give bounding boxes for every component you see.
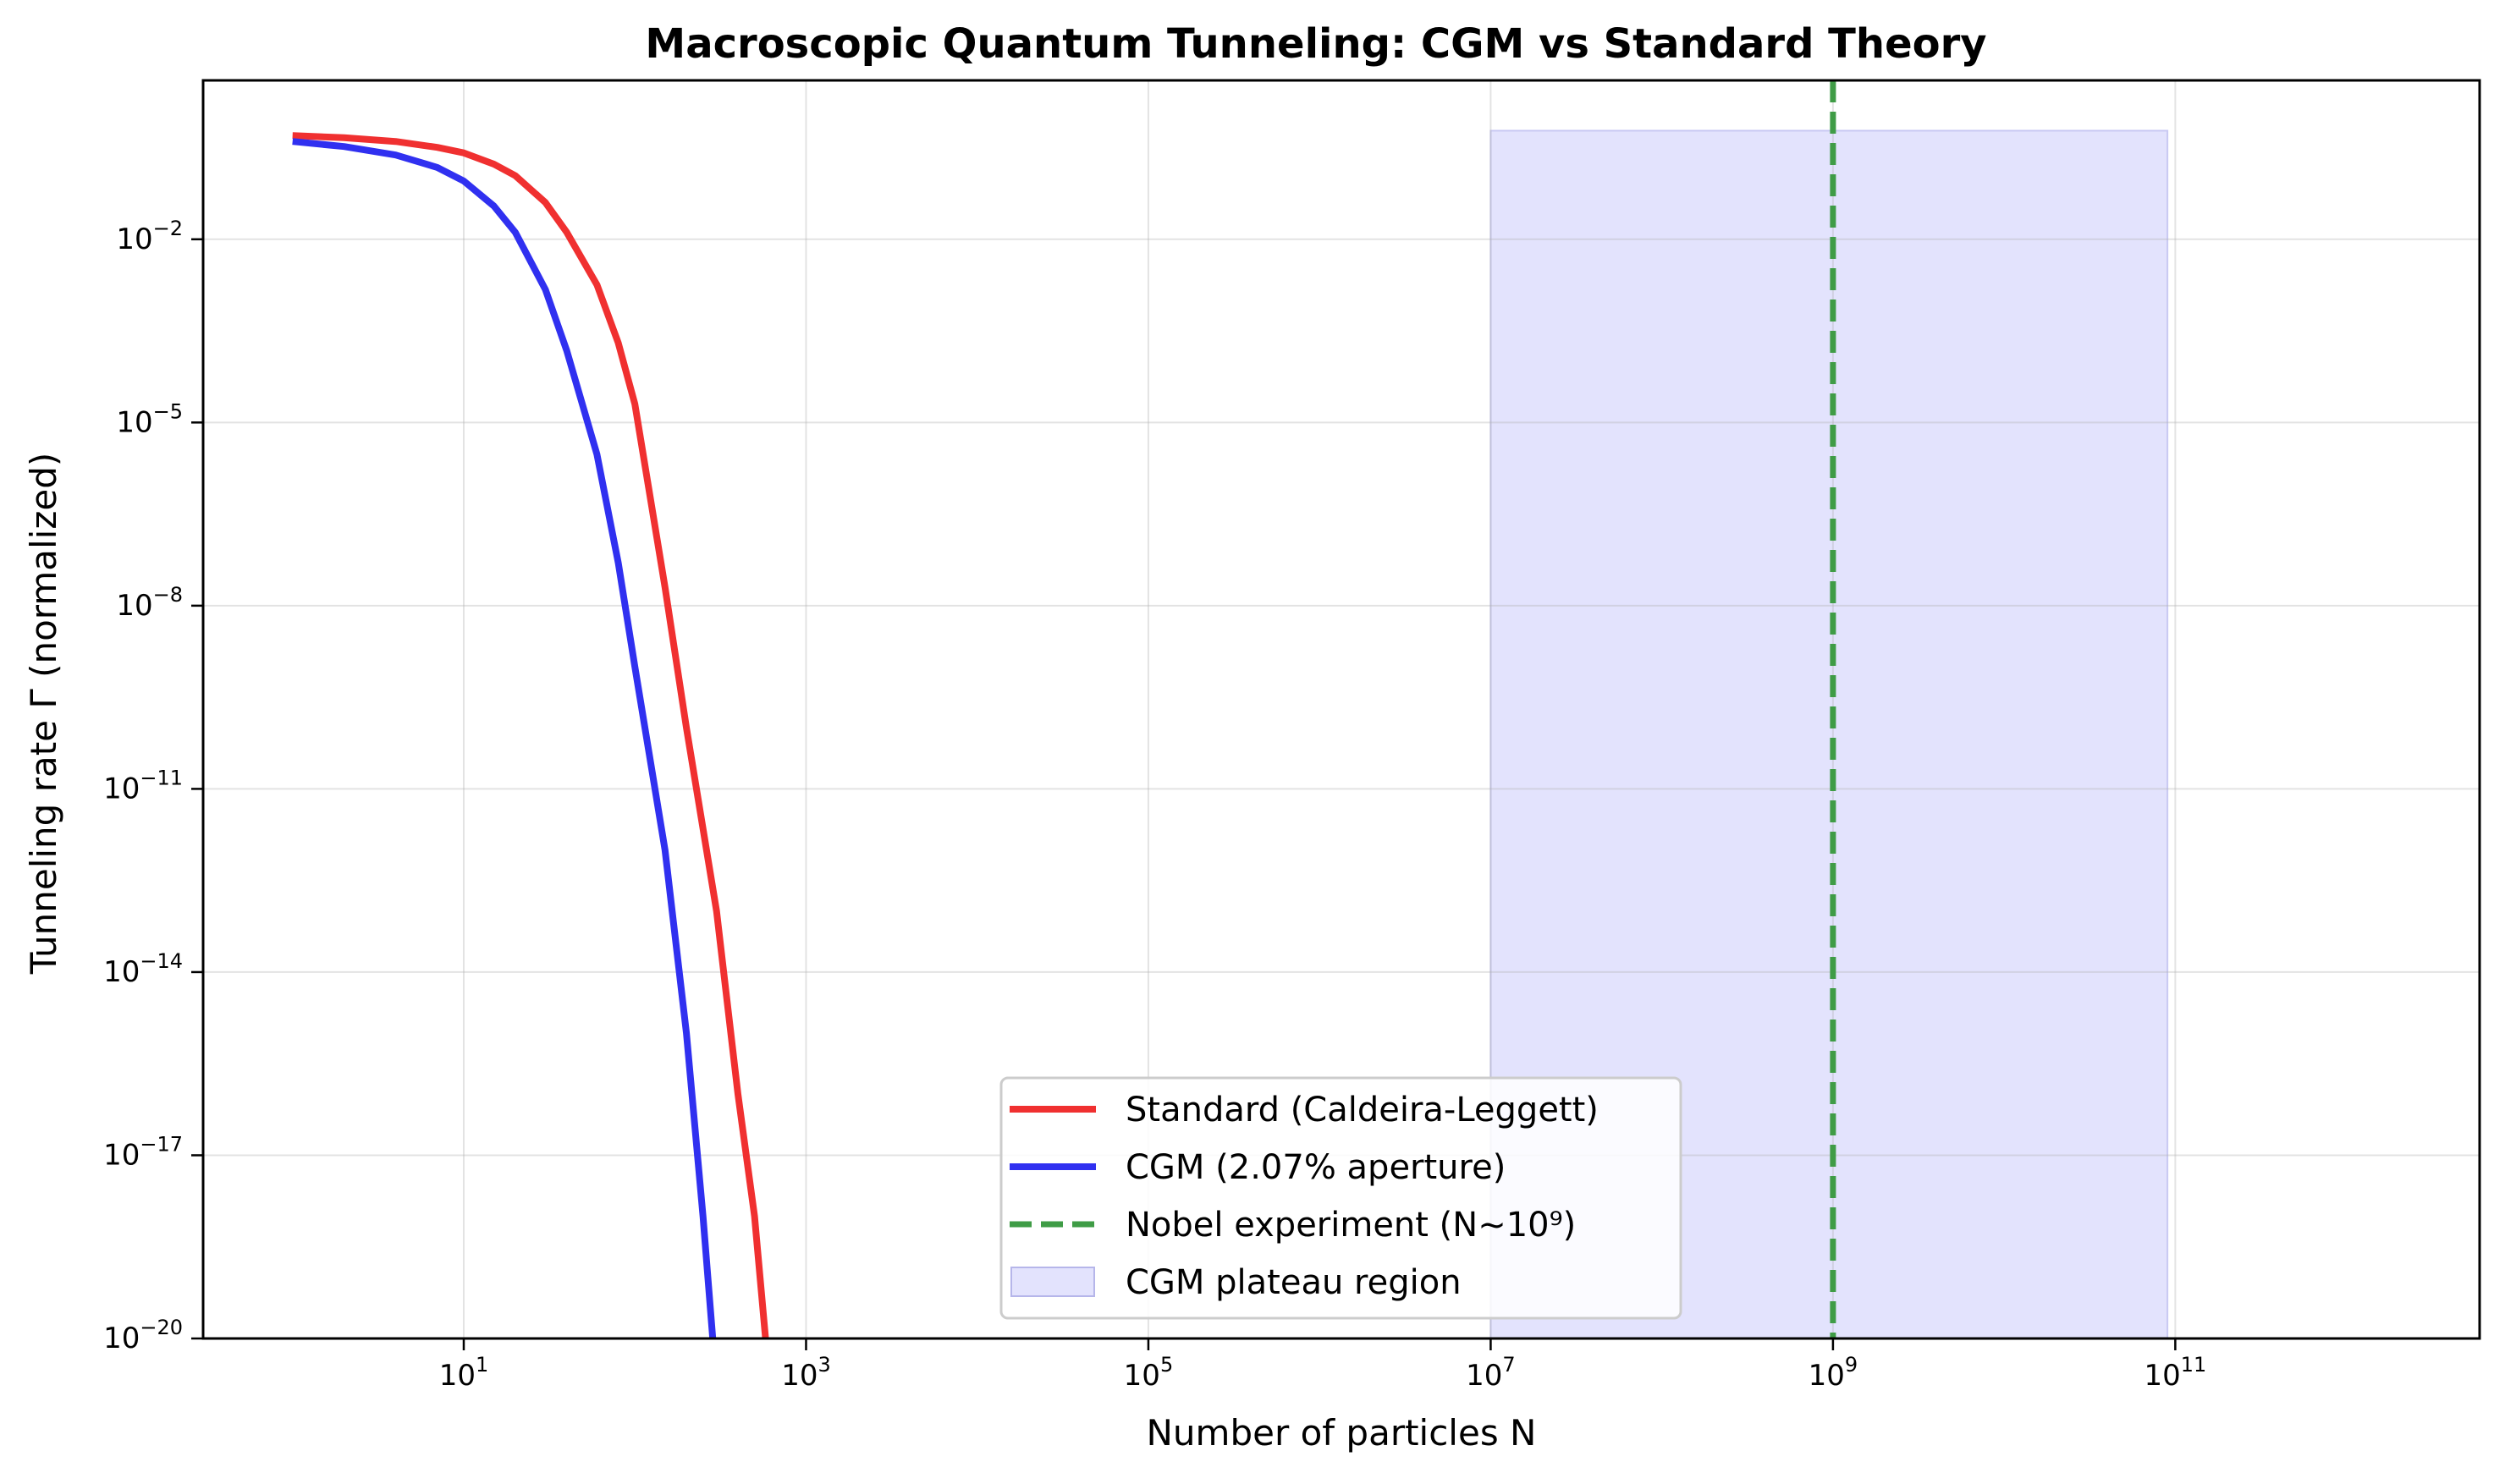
x-tick-label: 101 [439,1353,489,1393]
legend-label-standard: Standard (Caldeira-Leggett) [1126,1091,1599,1129]
y-tick-label: 10−5 [116,399,183,439]
chart-title: Macroscopic Quantum Tunneling: CGM vs St… [645,20,1986,68]
series-line-standard [292,132,769,1339]
y-tick-label: 10−14 [103,949,183,989]
legend-label-plateau: CGM plateau region [1126,1263,1462,1302]
y-tick-label: 10−8 [116,583,183,623]
series-layer [292,80,1836,1339]
legend-frame [999,1076,1682,1320]
x-tick-label: 107 [1466,1353,1516,1393]
legend-label-cgm: CGM (2.07% aperture) [1126,1148,1506,1187]
x-tick-label: 1011 [2144,1353,2206,1393]
x-tick-label: 105 [1124,1353,1174,1393]
y-tick-label: 10−20 [103,1316,183,1355]
y-tick-label: 10−17 [103,1132,183,1172]
y-tick-label: 10−2 [116,217,183,256]
axes-layer [201,79,2481,1340]
x-axis-label: Number of particles N [1147,1412,1537,1454]
x-tick-label: 103 [781,1353,831,1393]
legend-swatch-plateau [1010,1267,1095,1297]
legend: Standard (Caldeira-Leggett) CGM (2.07% a… [999,1076,1682,1320]
series-line-cgm [292,138,717,1339]
y-axis-label: Tunneling rate Γ (normalized) [23,453,64,976]
tick-layer: 101 103 105 107 109 1011 10−2 10−5 10−8 10−11 10−1… [103,217,2206,1393]
y-tick-label: 10−11 [103,766,183,805]
legend-label-nobel: Nobel experiment (N~10⁹) [1126,1206,1576,1245]
x-tick-label: 109 [1809,1353,1858,1393]
axes-frame [201,79,2481,1340]
